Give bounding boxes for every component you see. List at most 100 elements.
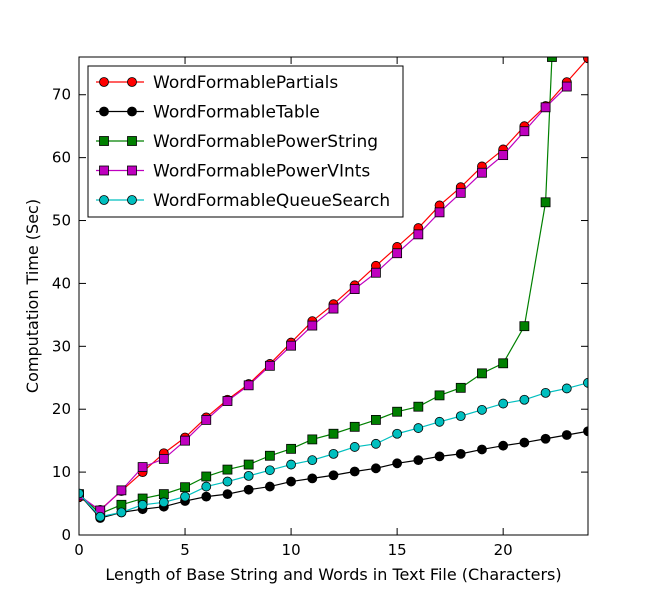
data-point — [519, 394, 530, 405]
data-point — [201, 471, 212, 482]
data-point — [116, 485, 127, 496]
data-point — [392, 406, 403, 417]
x-axis-label: Length of Base String and Words in Text … — [105, 565, 561, 584]
ticks-layer: 0 5 10 15 20 0 10 20 30 40 50 60 70 — [52, 57, 588, 559]
data-point — [264, 481, 275, 492]
data-point — [243, 484, 254, 495]
legend-marker-left — [99, 136, 109, 146]
legend-marker-right — [127, 136, 137, 146]
data-point — [498, 358, 509, 369]
data-point — [328, 448, 339, 459]
y-tick-label: 40 — [52, 274, 71, 292]
data-point — [222, 489, 233, 500]
data-point — [158, 497, 169, 508]
data-point — [307, 473, 318, 484]
data-point — [371, 438, 381, 449]
legend-marker-right — [127, 165, 137, 176]
data-point — [222, 464, 233, 475]
data-point — [455, 448, 466, 459]
y-tick-label: 30 — [52, 337, 71, 355]
data-point — [201, 491, 212, 502]
data-point — [264, 360, 275, 371]
data-point — [158, 453, 169, 464]
data-point — [328, 428, 339, 439]
data-point — [371, 463, 381, 474]
legend-marker-left — [99, 106, 109, 117]
data-point — [540, 387, 551, 398]
data-point — [349, 466, 360, 477]
legend-marker-right — [127, 195, 137, 205]
y-tick-label: 70 — [52, 86, 71, 104]
data-point — [561, 430, 572, 440]
x-tick-label: 5 — [180, 541, 190, 559]
data-point — [540, 102, 551, 113]
data-point — [137, 462, 148, 472]
y-tick-label: 50 — [52, 212, 71, 230]
data-point — [137, 499, 148, 510]
data-point — [561, 383, 572, 394]
data-point — [328, 303, 339, 314]
data-point — [371, 415, 381, 425]
data-point — [434, 451, 445, 462]
data-point — [264, 450, 275, 461]
data-point — [477, 404, 487, 415]
data-point — [519, 321, 530, 332]
data-point — [413, 423, 424, 433]
data-point — [498, 150, 509, 161]
legend-label: WordFormableQueueSearch — [153, 191, 390, 211]
data-point — [434, 416, 445, 427]
data-point — [477, 167, 487, 178]
data-point — [95, 511, 106, 522]
legend-marker-left — [99, 165, 109, 176]
data-point — [222, 396, 233, 406]
y-tick-label: 0 — [61, 526, 71, 544]
data-point — [201, 481, 212, 492]
data-point — [158, 489, 169, 500]
legend-label: WordFormableTable — [153, 103, 320, 123]
data-point — [286, 459, 296, 470]
data-point — [519, 437, 530, 448]
data-point — [307, 455, 318, 466]
legend-marker-left — [99, 195, 109, 205]
data-point — [498, 440, 509, 451]
data-point — [547, 57, 557, 62]
data-point — [561, 81, 572, 92]
data-point — [455, 382, 466, 393]
data-point — [286, 476, 296, 487]
series-3 — [79, 81, 572, 516]
y-tick-label: 10 — [52, 463, 71, 481]
data-point — [413, 401, 424, 412]
data-point — [264, 465, 275, 476]
legend-label: WordFormablePowerString — [153, 132, 378, 152]
data-point — [180, 482, 190, 493]
x-tick-label: 15 — [388, 541, 407, 559]
data-point — [434, 390, 445, 401]
data-point — [371, 267, 381, 278]
data-point — [201, 415, 212, 425]
data-point — [286, 443, 296, 454]
legend-marker-right — [127, 106, 137, 117]
series-layer — [79, 57, 588, 523]
data-point — [583, 57, 588, 64]
x-tick-label: 20 — [494, 541, 513, 559]
data-point — [583, 426, 588, 437]
data-point — [392, 458, 403, 469]
data-point — [328, 470, 339, 481]
data-point — [349, 284, 360, 294]
data-point — [434, 207, 445, 218]
legend-label: WordFormablePowerVInts — [153, 162, 370, 182]
data-point — [180, 491, 190, 502]
data-point — [477, 444, 487, 455]
data-point — [222, 476, 233, 487]
data-point — [243, 459, 254, 470]
data-point — [392, 428, 403, 439]
legend-label: WordFormablePartials — [153, 73, 338, 93]
data-point — [307, 434, 318, 445]
data-point — [413, 229, 424, 240]
legend-marker-right — [127, 77, 137, 87]
y-tick-label: 60 — [52, 149, 71, 167]
y-axis-label: Computation Time (Sec) — [23, 199, 42, 393]
data-point — [519, 126, 530, 137]
data-point — [243, 470, 254, 481]
